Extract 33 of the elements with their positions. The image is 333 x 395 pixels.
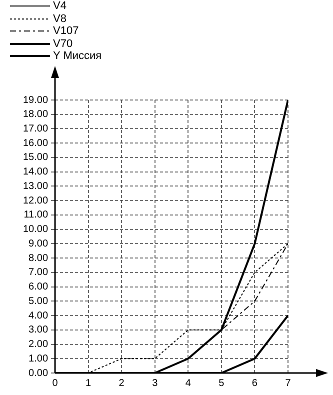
legend-label: V4	[53, 0, 66, 12]
y-tick-label: 17.00	[22, 123, 48, 134]
x-tick-label: 5	[218, 378, 225, 389]
x-tick-label: 3	[152, 378, 158, 389]
y-tick-label: 0.00	[28, 368, 48, 379]
y-tick-label: 13.00	[22, 180, 48, 192]
y-tick-label: 15.00	[22, 152, 48, 164]
y-tick-label: 14.00	[22, 166, 48, 178]
legend-label: Y Миссия	[53, 50, 102, 62]
y-tick-label: 9.00	[28, 238, 48, 250]
y-tick-label: 12.00	[22, 195, 48, 206]
y-tick-label: 6.00	[28, 282, 48, 293]
y-tick-label: 11.00	[24, 210, 48, 221]
y-tick-label: 10.00	[22, 224, 48, 236]
legend-label: V8	[53, 12, 66, 25]
y-tick-label: 3.00	[28, 324, 48, 336]
y-tick-label: 18.00	[22, 109, 48, 120]
y-tick-label: 16.00	[22, 138, 48, 149]
y-tick-label: 19.00	[22, 94, 48, 106]
x-tick-label: 4	[185, 378, 192, 389]
y-tick-label: 4.00	[28, 310, 48, 322]
x-tick-label: 2	[118, 378, 125, 389]
y-tick-label: 1.00	[28, 353, 48, 364]
legend-label: V70	[53, 38, 73, 50]
legend-label: V107	[53, 25, 79, 38]
y-tick-label: 5.00	[28, 296, 48, 307]
y-tick-label: 2.00	[28, 339, 48, 350]
y-tick-label: 7.00	[28, 267, 48, 278]
x-tick-label: 6	[252, 378, 258, 389]
x-tick-label: 1	[86, 378, 92, 389]
y-tick-label: 8.00	[28, 252, 48, 264]
x-tick-label: 7	[285, 378, 292, 389]
x-tick-label: 0	[52, 378, 58, 389]
